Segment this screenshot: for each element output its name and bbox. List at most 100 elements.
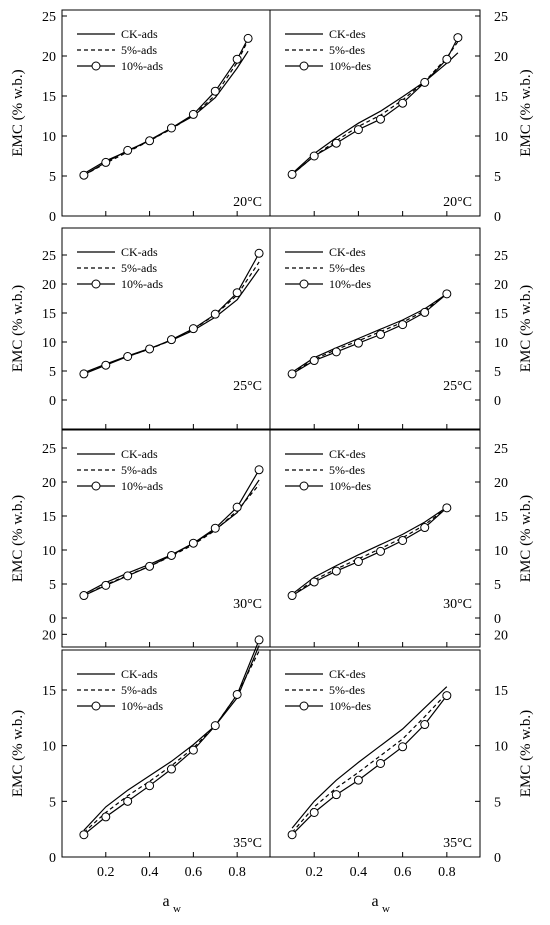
legend-label-10%-ads: 10%-ads: [121, 59, 163, 73]
data-point-10%-ads: [210, 721, 220, 731]
y-tick-label: 5: [494, 795, 501, 810]
y-tick-label: 0: [49, 851, 56, 866]
data-point-10%-ads: [166, 764, 176, 774]
data-point-10%-ads: [254, 248, 264, 258]
data-point-10%-ads: [79, 830, 89, 840]
panel-frame: [61, 9, 271, 217]
data-point-10%-ads: [101, 580, 111, 590]
data-point-10%-des: [287, 591, 297, 601]
panel-frame: [61, 649, 271, 858]
data-point-10%-ads: [188, 745, 198, 755]
series-line-10%-ads: [83, 469, 260, 597]
data-point-10%-ads: [145, 344, 155, 354]
legend-label-5%-ads: 5%-ads: [121, 463, 157, 477]
data-point-10%-ads: [254, 635, 264, 645]
y-tick-label: 15: [42, 510, 56, 525]
data-point-10%-ads: [243, 33, 253, 43]
y-tick-label: 20: [494, 476, 508, 491]
data-point-10%-ads: [166, 123, 176, 133]
series-line-CK-des: [291, 686, 448, 829]
legend-label-CK-des: CK-des: [329, 447, 366, 461]
y-tick-label: 5: [49, 795, 56, 810]
legend-label-CK-ads: CK-ads: [121, 27, 158, 41]
panel-frame: [269, 9, 481, 217]
data-point-10%-ads: [210, 86, 220, 96]
x-axis-label-subscript: w: [173, 903, 181, 915]
temperature-label: 35°C: [233, 836, 262, 851]
temperature-label: 25°C: [233, 379, 262, 394]
series-line-10%-ads: [83, 639, 260, 836]
legend-label-10%-ads: 10%-ads: [121, 277, 163, 291]
data-point-10%-des: [442, 503, 452, 513]
x-tick-label: 0.6: [394, 865, 412, 880]
data-point-10%-ads: [123, 571, 133, 581]
data-point-10%-des: [309, 151, 319, 161]
y-tick-label: 20: [42, 50, 56, 65]
data-point-10%-des: [353, 775, 363, 785]
temperature-label: 30°C: [233, 597, 262, 612]
series-line-5%-ads: [83, 261, 260, 374]
y-tick-label: 5: [494, 578, 501, 593]
y-tick-label: 25: [494, 249, 508, 264]
series-line-5%-des: [291, 692, 448, 833]
data-point-10%-des: [376, 546, 386, 556]
data-point-10%-ads: [210, 309, 220, 319]
data-point-10%-des: [398, 320, 408, 330]
data-point-10%-ads: [101, 360, 111, 370]
x-tick-label: 0.6: [185, 865, 203, 880]
y-tick-label: 0: [494, 394, 501, 409]
y-tick-label: 25: [42, 249, 56, 264]
series-line-10%-ads: [83, 38, 249, 176]
y-tick-label: 0: [49, 612, 56, 627]
x-tick-label: 0.4: [141, 865, 159, 880]
legend-label-10%-ads: 10%-ads: [121, 479, 163, 493]
data-point-10%-des: [453, 33, 463, 43]
legend-label-CK-ads: CK-ads: [121, 667, 158, 681]
legend-marker-10%-ads: [91, 481, 101, 491]
y-tick-label: 15: [42, 90, 56, 105]
y-tick-label: 10: [494, 740, 508, 755]
y-axis-label-left: EMC (% w.b.): [10, 285, 26, 372]
x-tick-label: 0.8: [438, 865, 456, 880]
y-tick-label: 15: [494, 90, 508, 105]
panel-20c-des: 0 5 10 15 20 25 CK-des 5%-des 10%-des 20°C: [269, 9, 508, 225]
data-point-10%-des: [420, 307, 430, 317]
data-point-10%-des: [376, 114, 386, 124]
data-point-10%-ads: [123, 796, 133, 806]
panel-frame: [269, 429, 481, 648]
y-tick-label: 5: [49, 170, 56, 185]
temperature-label: 30°C: [443, 597, 472, 612]
data-point-10%-ads: [232, 54, 242, 64]
data-point-10%-ads: [101, 812, 111, 822]
legend-label-10%-des: 10%-des: [329, 699, 371, 713]
y-tick-label: 20: [494, 278, 508, 293]
series-line-5%-ads: [83, 650, 260, 833]
panel-frame: [269, 649, 481, 858]
y-tick-label: 5: [494, 170, 501, 185]
data-point-10%-des: [353, 557, 363, 567]
legend-label-10%-des: 10%-des: [329, 277, 371, 291]
panel-30c-ads: 0 5 10 15 20 25 CK-ads 5%-ads 10%-ads 30°C: [42, 429, 271, 648]
data-point-10%-des: [376, 329, 386, 339]
y-tick-label: 15: [494, 307, 508, 322]
y-tick-label: 20: [42, 628, 56, 643]
data-point-10%-ads: [166, 550, 176, 560]
panel-25c-ads: 0 5 10 15 20 25 CK-ads 5%-ads 10%-ads 25°C: [42, 227, 271, 430]
series-line-CK-ads: [83, 50, 249, 175]
y-tick-label: 15: [42, 684, 56, 699]
y-tick-label: 0: [49, 210, 56, 225]
panel-frame: [61, 429, 271, 648]
legend-label-CK-ads: CK-ads: [121, 447, 158, 461]
x-tick-label: 0.2: [305, 865, 323, 880]
x-axis-label-subscript: w: [382, 903, 390, 915]
data-point-10%-ads: [79, 170, 89, 180]
legend-label-5%-des: 5%-des: [329, 43, 365, 57]
y-tick-label: 15: [494, 684, 508, 699]
y-tick-label: 25: [494, 10, 508, 25]
data-point-10%-des: [309, 356, 319, 366]
data-point-10%-ads: [123, 352, 133, 361]
data-point-10%-des: [398, 742, 408, 752]
legend-label-10%-des: 10%-des: [329, 479, 371, 493]
